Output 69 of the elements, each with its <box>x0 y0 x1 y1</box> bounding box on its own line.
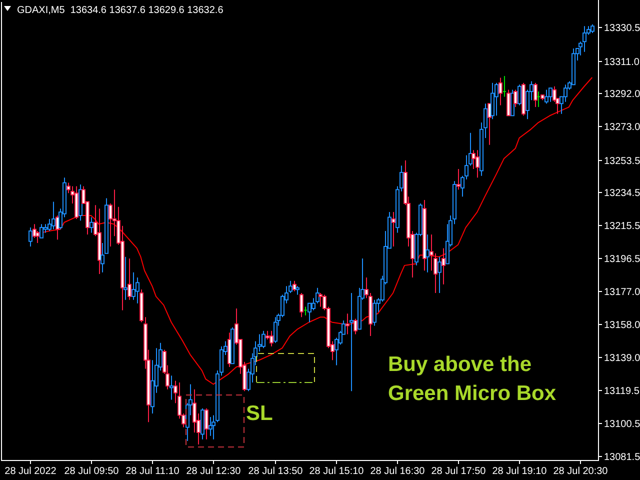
candlestick <box>536 91 540 108</box>
y-tick-label: 13234.5 <box>604 188 640 199</box>
candlestick <box>518 84 522 106</box>
candlestick <box>498 77 502 106</box>
candlestick <box>124 256 128 300</box>
x-tick-label: 28 Jul 2022 <box>4 466 57 477</box>
candlestick <box>128 258 132 300</box>
candlestick <box>476 150 480 178</box>
candlestick <box>354 318 358 335</box>
y-tick-label: 13158.0 <box>604 320 640 331</box>
x-tick-label: 28 Jul 19:10 <box>492 466 548 477</box>
candlestick <box>582 26 586 52</box>
candlestick <box>262 330 266 349</box>
chart-title: GDAXI,M5 13634.6 13637.6 13629.6 13632.6 <box>17 5 224 16</box>
y-tick-label: 13253.5 <box>604 156 640 167</box>
candlestick <box>350 292 354 392</box>
x-tick-label: 28 Jul 20:30 <box>553 466 608 477</box>
x-tick-label: 28 Jul 15:10 <box>309 466 364 477</box>
candlestick <box>442 248 446 285</box>
candlestick <box>514 89 518 108</box>
candlestick <box>506 89 510 116</box>
candlestick <box>392 212 396 247</box>
y-tick-label: 13273.0 <box>604 122 640 133</box>
candlestick <box>490 82 494 120</box>
candlestick <box>132 272 136 300</box>
candlestick <box>564 84 568 102</box>
candlestick <box>36 230 40 244</box>
y-tick-label: 13215.5 <box>604 221 640 232</box>
candlestick <box>292 280 296 292</box>
annotation: SL <box>246 402 274 425</box>
x-tick-label: 28 Jul 09:50 <box>64 466 120 477</box>
y-tick-label: 13139.0 <box>604 353 640 364</box>
y-tick-label: 13119.5 <box>604 386 640 397</box>
candlestick <box>136 276 140 304</box>
candlestick <box>270 330 274 347</box>
candlestick <box>204 408 208 440</box>
candlestick <box>426 234 430 273</box>
x-tick-label: 28 Jul 12:30 <box>186 466 242 477</box>
y-tick-label: 13311.0 <box>604 57 640 68</box>
candlestick <box>438 256 442 294</box>
y-tick-label: 13100.5 <box>604 419 640 430</box>
annotation: Buy above the Green Micro Box <box>388 353 556 405</box>
candlestick <box>372 299 376 326</box>
y-tick-label: 13292.0 <box>604 89 640 100</box>
y-tick-label: 13081.5 <box>604 452 640 463</box>
y-tick-label: 13177.0 <box>604 287 640 298</box>
candlestick <box>502 76 506 98</box>
candlestick <box>548 88 552 102</box>
candlestick <box>170 375 174 400</box>
x-tick-label: 28 Jul 16:30 <box>370 466 426 477</box>
candlestick <box>552 86 556 102</box>
candlestick <box>544 89 548 104</box>
candlestick <box>40 224 44 238</box>
candlestick <box>28 227 32 247</box>
candlestick <box>318 292 322 308</box>
candlestick <box>534 82 538 108</box>
candlestick <box>52 201 56 230</box>
candlestick <box>300 292 304 318</box>
candlestick <box>274 316 278 344</box>
candlestick <box>90 216 94 234</box>
candlestick <box>208 416 212 436</box>
candlestick <box>346 313 350 335</box>
candlestick <box>494 82 498 116</box>
y-tick-label: 13196.5 <box>604 254 640 265</box>
x-tick-label: 28 Jul 17:50 <box>431 466 486 477</box>
x-tick-label: 28 Jul 13:50 <box>248 466 304 477</box>
y-tick-label: 13330.5 <box>604 23 640 34</box>
candlestick <box>456 168 460 190</box>
x-tick-label: 28 Jul 11:10 <box>126 466 180 477</box>
